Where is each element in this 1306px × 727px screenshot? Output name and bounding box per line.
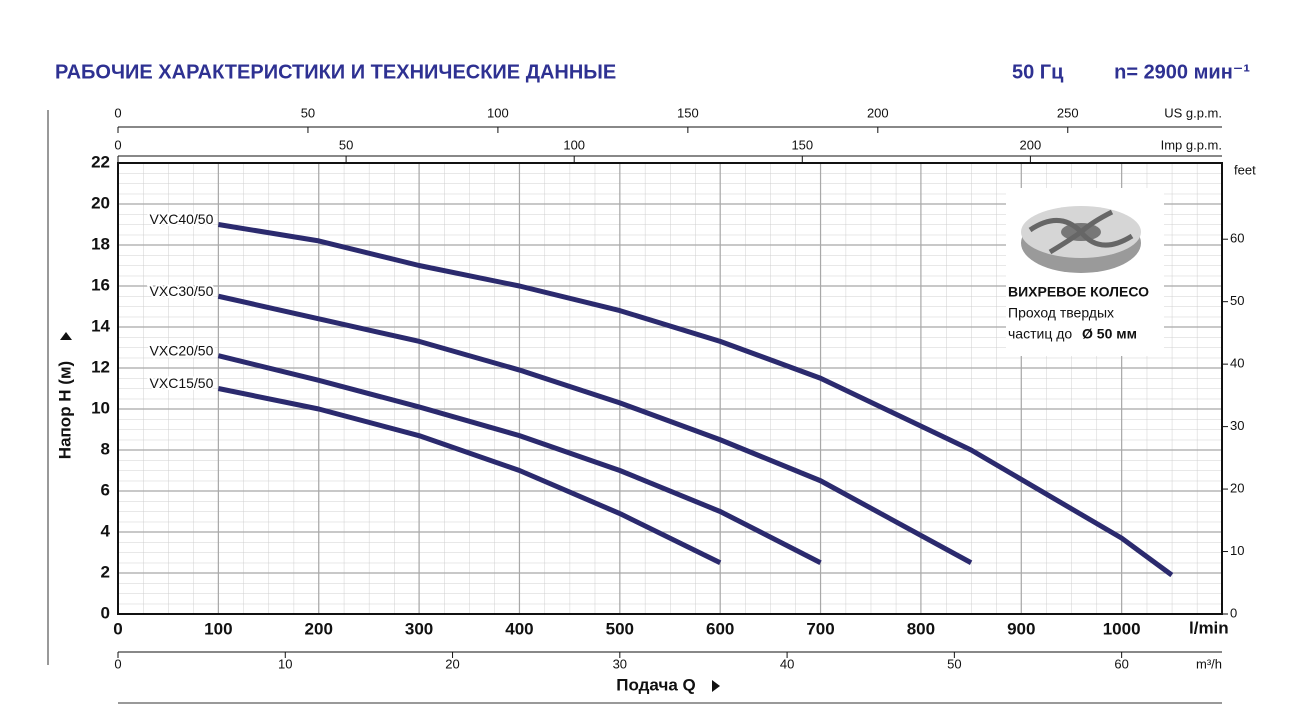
y-tick-label: 10 [91,398,110,417]
bottom_axis-tick-label: 60 [1114,656,1128,671]
top_axis-tick-label: 0 [114,105,121,120]
top_axis-tick-label: 100 [487,105,509,120]
inset-title: ВИХРЕВОЕ КОЛЕСО [1008,284,1149,300]
y-tick-label: 0 [101,603,110,622]
curve [217,353,822,565]
bottom_axis-tick-label: 20 [445,656,459,671]
y-tick-label: 16 [91,275,110,294]
y2-tick-label: 50 [1230,293,1244,308]
series-label: VXC40/50 [150,211,214,227]
bottom_axis-tick-label: 30 [613,656,627,671]
top_axis-tick-label: 50 [301,105,315,120]
inset-line2: частиц до [1008,326,1072,342]
imp_axis-tick-label: 50 [339,137,353,152]
y-tick-label: 18 [91,234,110,253]
impeller-vanes [1028,209,1134,255]
top_axis-tick-label: 150 [677,105,699,120]
x-tick-label: 200 [305,619,333,638]
top_axis-tick-label: 250 [1057,105,1079,120]
series-label: VXC20/50 [150,342,214,358]
y2-tick-label: 30 [1230,418,1244,433]
x-axis-title: Подача Q [616,675,695,694]
impeller-box: ВИХРЕВОЕ КОЛЕСО Проход твердых частиц до… [1006,188,1164,356]
imp_axis-tick-label: 0 [114,137,121,152]
y2-tick-label: 10 [1230,543,1244,558]
x-tick-label: 0 [113,619,122,638]
y2-tick-label: 40 [1230,356,1244,371]
curve [217,386,722,565]
x-unit: l/min [1189,618,1229,637]
m3h-unit: m³/h [1196,656,1222,671]
x-tick-label: 600 [706,619,734,638]
series-label: VXC30/50 [150,283,214,299]
frequency: 50 Гц [1012,61,1064,83]
y2-unit: feet [1234,162,1256,177]
bottom_axis-tick-label: 50 [947,656,961,671]
y-tick-label: 22 [91,152,110,171]
x-tick-label: 900 [1007,619,1035,638]
y-tick-label: 4 [101,521,111,540]
bottom_axis-tick-label: 10 [278,656,292,671]
y-tick-label: 12 [91,357,110,376]
y-tick-label: 2 [101,562,110,581]
inset-line1: Проход твердых [1008,305,1114,321]
plot: VXC40/50 VXC30/50 VXC20/50 VXC15/50 [148,209,1174,578]
y-tick-label: 20 [91,193,110,212]
y-arrow [60,332,72,340]
x-tick-label: 400 [505,619,533,638]
y-axis-title-group: Напор H (м) [55,332,74,459]
y2-tick-label: 60 [1230,231,1244,246]
y2-tick-label: 20 [1230,481,1244,496]
inset-line2-bold: Ø 50 мм [1082,326,1137,342]
speed: n= 2900 мин⁻¹ [1114,61,1250,83]
y-tick-label: 8 [101,439,110,458]
bottom_axis-tick-label: 0 [114,656,121,671]
x-tick-label: 700 [806,619,834,638]
us-unit: US g.p.m. [1164,105,1222,120]
imp_axis-tick-label: 150 [791,137,813,152]
x-tick-label: 100 [204,619,232,638]
imp_axis-tick-label: 200 [1020,137,1042,152]
y-tick-label: 14 [91,316,110,335]
x-tick-label: 300 [405,619,433,638]
curve [217,293,973,565]
series-label: VXC15/50 [150,375,214,391]
y2-tick-label: 0 [1230,605,1237,620]
x-tick-label: 1000 [1103,619,1141,638]
imp-unit: Imp g.p.m. [1161,137,1222,152]
x-tick-label: 500 [606,619,634,638]
curve [217,222,1174,578]
plot-frame [117,162,1223,615]
x-tick-label: 800 [907,619,935,638]
bottom_axis-tick-label: 40 [780,656,794,671]
imp_axis-tick-label: 100 [563,137,585,152]
x-arrow [712,680,720,692]
chart-title: РАБОЧИЕ ХАРАКТЕРИСТИКИ И ТЕХНИЧЕСКИЕ ДАН… [55,61,616,83]
y-axis-title: Напор H (м) [55,361,74,459]
top_axis-tick-label: 200 [867,105,889,120]
y-tick-label: 6 [101,480,110,499]
